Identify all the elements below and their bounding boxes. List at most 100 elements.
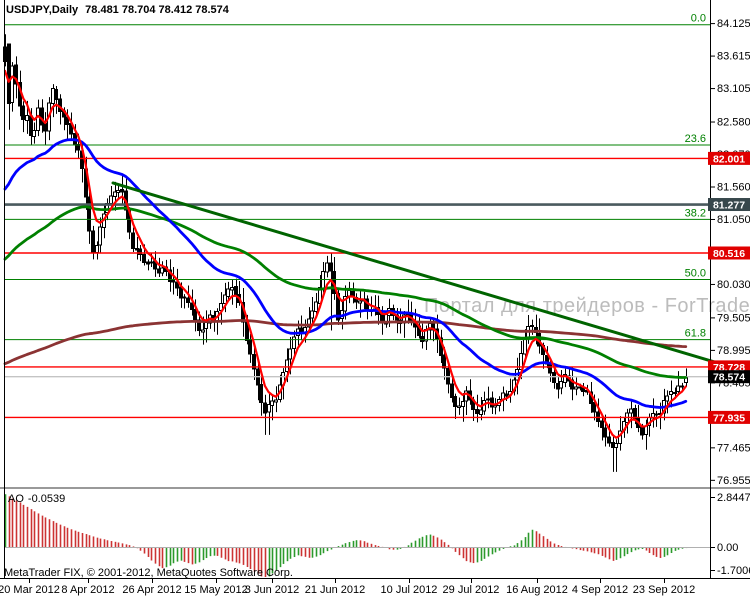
date-tick-label: 23 Sep 2012 (633, 584, 695, 596)
candle-body (669, 390, 673, 396)
candle-body (461, 400, 465, 407)
candle-body (21, 105, 25, 120)
candle-body (358, 300, 362, 304)
price-level-badge (708, 151, 750, 165)
time-axis[interactable] (0, 578, 750, 600)
candle-body (292, 336, 296, 350)
candle-body (182, 296, 186, 299)
price-tick-label: 81.050 (717, 214, 750, 226)
candle-body (252, 353, 256, 370)
candle-body (263, 402, 267, 414)
chart-plot-area[interactable] (4, 0, 710, 487)
date-tick-label: 8 Apr 2012 (61, 584, 114, 596)
price-tick-label: 78.995 (717, 345, 750, 357)
date-tick-label: 21 Jun 2012 (305, 584, 366, 596)
price-level-badge (708, 198, 750, 212)
ao-indicator-panel[interactable] (4, 490, 710, 578)
candle-body (259, 384, 263, 404)
price-level-badge-value: 78.574 (713, 372, 745, 384)
candle-body (563, 374, 567, 383)
candle-body (197, 319, 201, 332)
candle-body (479, 409, 483, 415)
ao-scale-label: 0.00 (717, 542, 738, 554)
price-level-badge-value: 82.001 (713, 153, 745, 165)
price-tick-label: 82.580 (717, 117, 750, 129)
candle-body (307, 318, 311, 328)
candle-body (574, 386, 578, 390)
candle-body (288, 348, 292, 360)
price-tick-label: 76.955 (717, 475, 750, 487)
candle-body (190, 302, 194, 311)
candle-body (651, 413, 655, 419)
date-tick-label: 4 Sep 2012 (572, 584, 628, 596)
candle-body (149, 261, 153, 264)
candle-body (654, 413, 658, 416)
price-axis[interactable] (710, 0, 750, 578)
date-tick-label: 20 Mar 2012 (0, 584, 60, 596)
date-tick-label: 26 Apr 2012 (122, 584, 181, 596)
candle-body (40, 107, 44, 126)
candle-body (36, 107, 40, 131)
candle-body (592, 401, 596, 413)
candle-body (230, 286, 234, 291)
moving-average-ma-long (3, 319, 688, 366)
candle-body (186, 297, 190, 303)
candle-body (226, 288, 230, 297)
ao-scale-label: 2.8447 (717, 492, 750, 504)
candle-body (113, 191, 117, 198)
date-tick-label: 29 Jul 2012 (443, 584, 500, 596)
panel-separator (0, 487, 750, 489)
fib-level-label: 38.2 (685, 207, 706, 219)
candle-body (442, 354, 446, 369)
candle-body (160, 267, 164, 274)
candle-body (486, 398, 490, 401)
candle-body (680, 385, 684, 388)
price-tick-label: 81.560 (717, 181, 750, 193)
candle-body (120, 189, 124, 193)
candle-body (274, 399, 278, 403)
candle-body (607, 436, 611, 444)
price-level-badge (708, 410, 750, 424)
price-level-badge (708, 246, 750, 260)
candle-body (325, 262, 329, 273)
date-tick-label: 10 Jul 2012 (381, 584, 438, 596)
candle-body (530, 325, 534, 328)
ao-scale-label: -1.7006 (717, 565, 750, 577)
candle-body (475, 408, 479, 414)
candle-body (676, 385, 680, 393)
candle-body (600, 420, 604, 428)
candle-body (559, 380, 563, 389)
candle-body (603, 427, 607, 438)
candle-body (54, 88, 58, 101)
candle-body (14, 64, 18, 85)
price-level-badge-value: 80.516 (713, 248, 745, 260)
price-tick-label: 83.105 (717, 83, 750, 95)
candle-body (519, 353, 523, 371)
candle-body (504, 393, 508, 397)
candle-body (629, 408, 633, 414)
moving-average-ma-medium (3, 138, 688, 409)
candle-body (267, 403, 271, 413)
price-level-badge (708, 360, 750, 374)
candle-body (138, 248, 142, 256)
candle-body (10, 65, 14, 104)
candle-body (552, 372, 556, 383)
candle-body (464, 390, 468, 402)
candle-body (614, 443, 618, 449)
candle-body (116, 190, 120, 193)
price-tick-label: 83.615 (717, 51, 750, 63)
price-level-badge-value: 81.277 (713, 200, 745, 212)
candle-body (310, 310, 314, 319)
candle-body (457, 405, 461, 409)
price-tick-label: 84.125 (717, 18, 750, 30)
candle-body (453, 396, 457, 407)
candle-body (285, 359, 289, 373)
candle-body (450, 383, 454, 398)
candle-body (168, 269, 172, 282)
candle-body (175, 281, 179, 289)
moving-average-ma-slow (3, 205, 688, 379)
fib-level-label: 50.0 (685, 267, 706, 279)
candle-body (343, 296, 347, 312)
candle-body (673, 391, 677, 394)
